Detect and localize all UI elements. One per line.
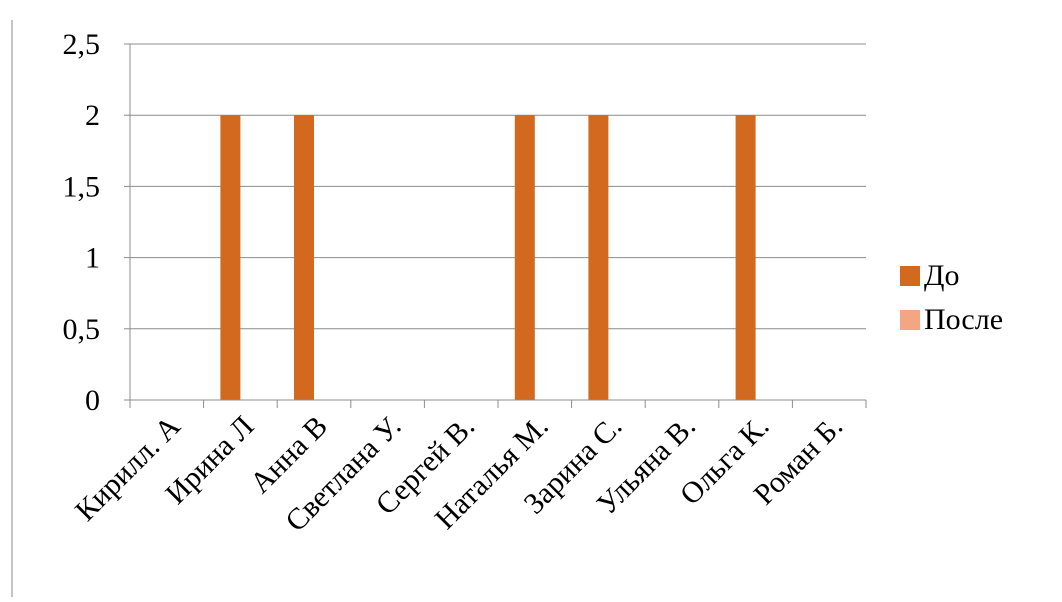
bar-do [514,115,535,400]
legend-swatch-do [900,266,920,286]
y-tick-label: 0,5 [63,313,101,346]
bar-do [735,115,756,400]
bar-do [588,115,609,400]
bars [220,115,756,400]
legend-label-do: До [924,259,959,292]
y-tick-label: 1 [85,242,100,275]
y-tick-label: 2 [85,99,100,132]
x-tick-label: Кирилл. А [69,409,187,527]
bar-do [294,115,314,400]
legend-swatch-posle [900,310,920,330]
y-tick-label: 0 [85,384,100,417]
legend: До После [900,259,1003,336]
y-tick-label: 2,5 [63,28,101,61]
y-tick-label: 1,5 [63,170,101,203]
legend-label-posle: После [924,303,1003,336]
bar-do [220,115,241,400]
